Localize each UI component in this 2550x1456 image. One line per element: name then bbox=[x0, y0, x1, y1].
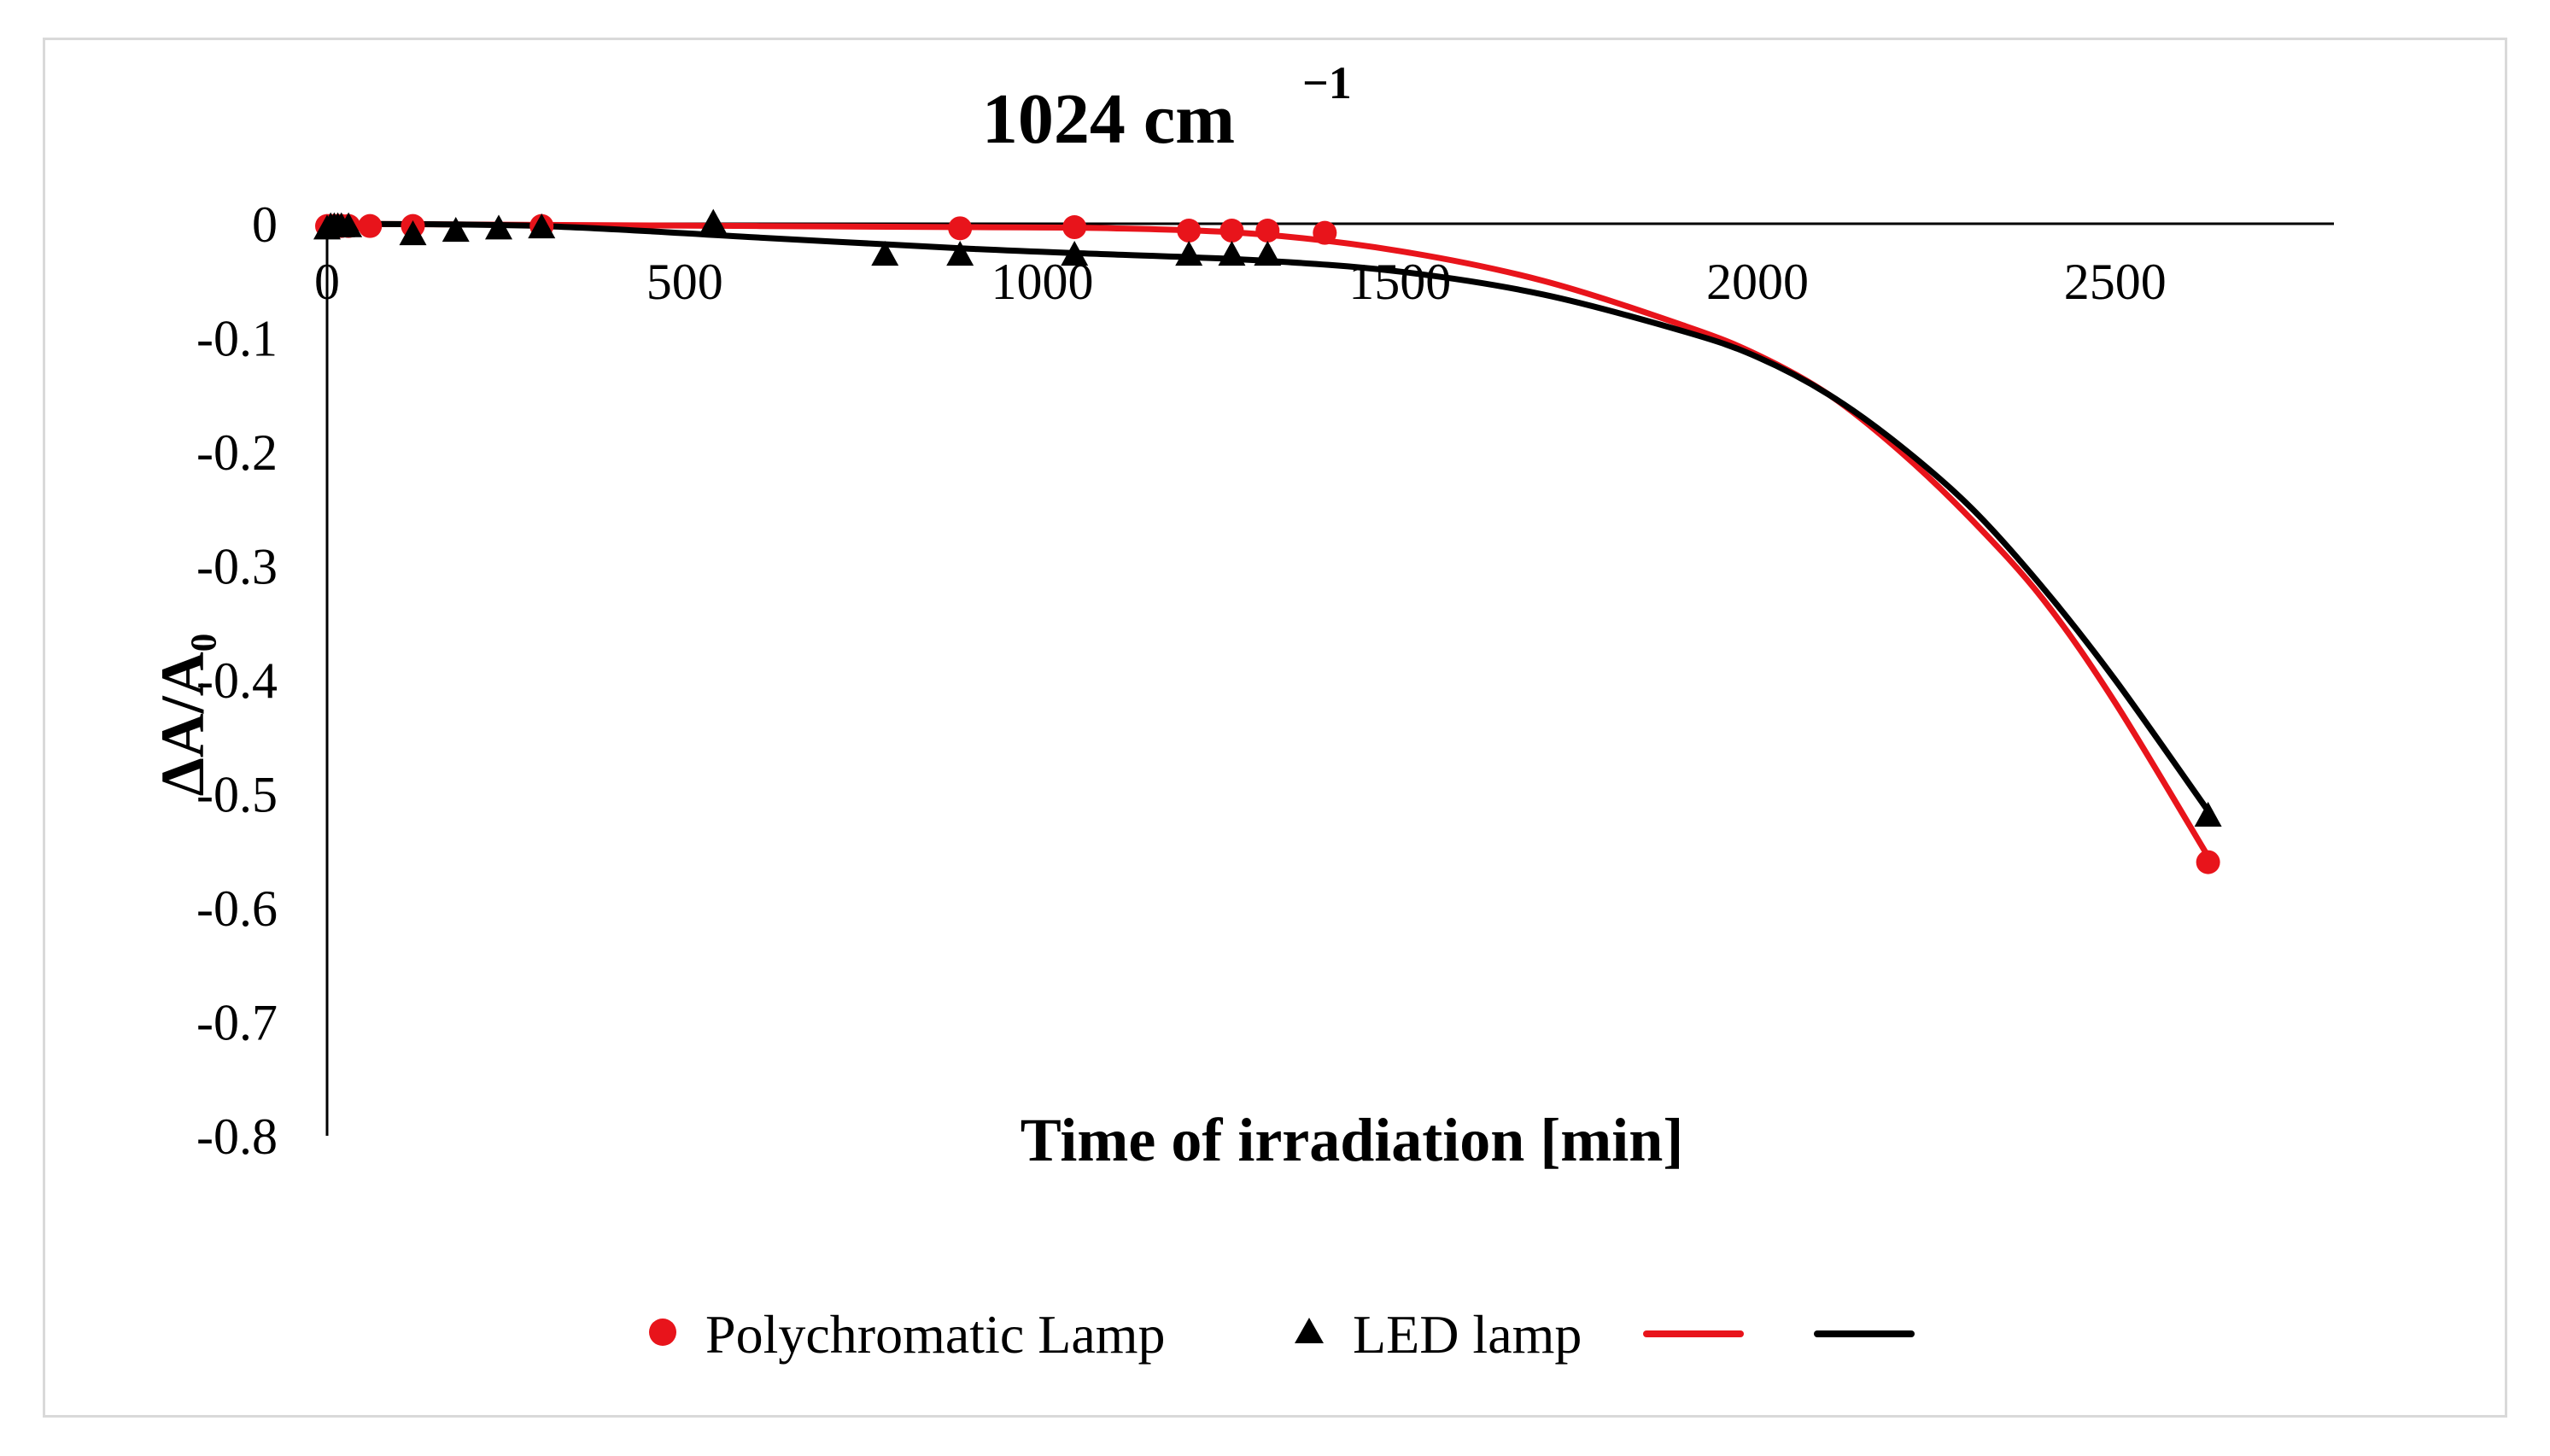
y-tick-labels: 0 -0.1 -0.2 -0.3 -0.4 -0.5 -0.6 -0.7 -0.8 bbox=[196, 196, 278, 1165]
y-tick-label: -0.3 bbox=[196, 539, 278, 595]
x-axis-title: Time of irradiation [min] bbox=[1021, 1106, 1684, 1174]
y-tick-label: 0 bbox=[252, 196, 278, 253]
data-point-polychromatic bbox=[2196, 850, 2220, 874]
data-point-led bbox=[946, 241, 974, 266]
data-point-polychromatic bbox=[1255, 219, 1280, 243]
data-point-led bbox=[335, 212, 363, 237]
x-tick-label: 500 bbox=[646, 254, 723, 310]
x-tick-label: 2000 bbox=[1706, 254, 1809, 310]
axes bbox=[325, 222, 2334, 1136]
data-point-led bbox=[1254, 241, 1282, 266]
data-point-led bbox=[442, 216, 470, 243]
data-point-led bbox=[528, 213, 556, 239]
chart-title-superscript: −1 bbox=[1302, 57, 1352, 108]
data-point-led bbox=[2194, 801, 2222, 827]
y-tick-label: -0.6 bbox=[196, 880, 278, 937]
chart-svg: 1024 cm −1 0 500 1000 1500 2000 2500 0-0.1-0.… bbox=[149, 57, 2334, 1365]
y-tick-label: -0.8 bbox=[196, 1108, 278, 1165]
legend-label-polychromatic: Polychromatic Lamp bbox=[705, 1304, 1166, 1365]
data-point-led bbox=[1061, 241, 1089, 266]
x-tick-label: 0 bbox=[314, 254, 340, 310]
data-point-polychromatic bbox=[1062, 215, 1087, 240]
x-tick-label: 1500 bbox=[1348, 254, 1451, 310]
data-point-led bbox=[871, 241, 899, 266]
legend-label-led: LED lamp bbox=[1353, 1304, 1582, 1365]
chart-title-text: 1024 cm bbox=[982, 79, 1235, 159]
legend: Polychromatic Lamp LED lamp bbox=[649, 1304, 1915, 1365]
trend-line-black bbox=[324, 220, 2212, 815]
legend-marker-polychromatic bbox=[649, 1319, 676, 1346]
data-point-polychromatic bbox=[358, 213, 383, 238]
x-tick-label: 2500 bbox=[2064, 254, 2167, 310]
trend-lines bbox=[324, 220, 2212, 860]
data-point-led bbox=[1175, 241, 1203, 266]
y-tick-label: -0.7 bbox=[196, 995, 278, 1051]
y-tick-label: -0.5 bbox=[196, 767, 278, 823]
data-point-led bbox=[399, 219, 427, 246]
trend-line-red bbox=[324, 220, 2212, 860]
data-point-polychromatic bbox=[1219, 219, 1244, 243]
data-point-led bbox=[1218, 241, 1246, 266]
data-point-polychromatic bbox=[1313, 220, 1337, 245]
y-tick-label: -0.2 bbox=[196, 424, 278, 481]
legend-marker-led bbox=[1295, 1318, 1324, 1343]
y-axis-title: ΔA/A₀ bbox=[149, 634, 217, 797]
chart-title: 1024 cm −1 bbox=[982, 57, 1352, 159]
data-point-led bbox=[699, 208, 728, 234]
data-points bbox=[313, 208, 2222, 874]
y-tick-label: -0.4 bbox=[196, 652, 278, 709]
data-point-led bbox=[485, 214, 512, 240]
chart-frame: 1024 cm −1 0 500 1000 1500 2000 2500 0 -0.1 -0.… bbox=[43, 38, 2507, 1418]
data-point-polychromatic bbox=[1177, 219, 1202, 243]
y-tick-label: -0.1 bbox=[196, 311, 278, 367]
data-point-polychromatic bbox=[948, 216, 973, 241]
